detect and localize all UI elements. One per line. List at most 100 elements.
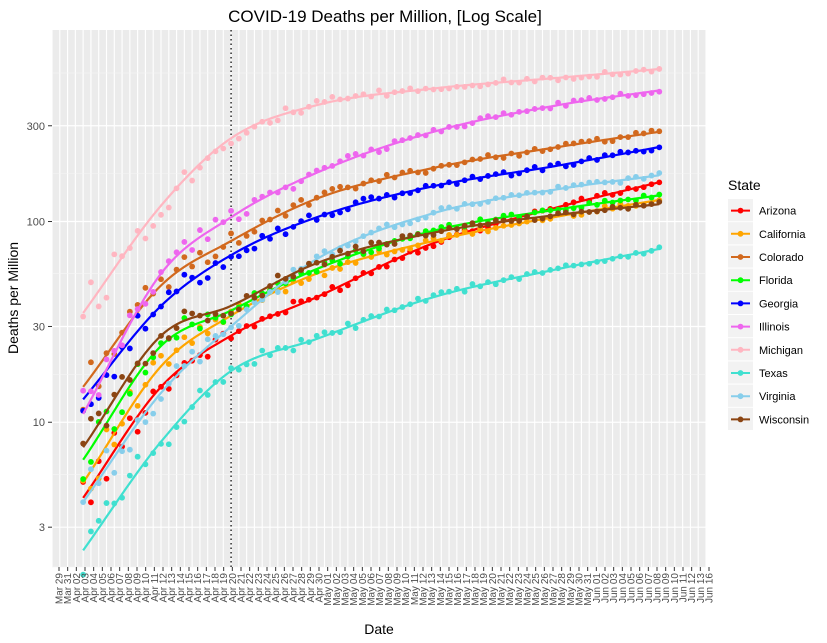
series-california-point [407, 245, 414, 252]
series-michigan-point [189, 177, 196, 184]
series-virginia-point [469, 201, 476, 208]
series-michigan-point [259, 118, 266, 125]
series-virginia-point [609, 178, 616, 185]
series-illinois-point [415, 132, 421, 138]
series-colorado-point [492, 154, 499, 161]
series-illinois-point [173, 249, 180, 256]
series-texas-point [150, 450, 157, 457]
series-illinois-point [95, 392, 102, 398]
series-wisconsin-point [524, 213, 530, 220]
series-michigan-point [313, 98, 320, 104]
series-california-point [453, 232, 460, 238]
series-virginia-point [251, 299, 258, 306]
series-georgia-point [282, 231, 289, 238]
x-tick-label: Apr 15 [185, 573, 196, 603]
series-wisconsin-point [282, 275, 289, 282]
series-wisconsin-point [220, 312, 227, 319]
series-michigan-point [220, 145, 227, 152]
x-tick-label: May 23 [514, 573, 525, 606]
series-colorado-point [453, 162, 460, 169]
series-colorado-point [438, 162, 445, 169]
series-texas-point [189, 404, 196, 410]
x-tick-label: Jun 07 [644, 573, 655, 603]
series-arizona-point [298, 298, 305, 305]
series-georgia-point [313, 217, 320, 223]
series-florida-point [313, 268, 320, 275]
series-texas-point [313, 332, 320, 339]
series-virginia-point [150, 410, 157, 417]
series-arizona-point [656, 179, 663, 186]
series-michigan-point [492, 79, 499, 86]
y-tick-label: 300 [27, 121, 45, 133]
series-florida-point [633, 197, 639, 204]
series-california-point [337, 266, 343, 272]
series-georgia-point [383, 192, 390, 198]
x-tick-label: Jun 06 [635, 573, 646, 603]
series-virginia-point [360, 233, 367, 240]
series-wisconsin-point [235, 306, 242, 313]
series-arizona-point [625, 185, 632, 192]
series-illinois-point [578, 97, 585, 104]
series-wisconsin-point [329, 253, 336, 260]
series-florida-point [88, 459, 94, 465]
series-michigan-point [321, 99, 328, 105]
series-colorado-point [165, 284, 172, 290]
series-florida-point [158, 340, 164, 346]
series-virginia-point [134, 417, 141, 424]
series-georgia-point [586, 155, 593, 161]
series-michigan-point [446, 85, 452, 92]
series-arizona-point [640, 184, 647, 191]
x-tick-label: Jun 12 [687, 573, 698, 603]
series-georgia-point [469, 173, 476, 180]
x-tick-label: May 11 [410, 573, 421, 605]
series-california-point [485, 228, 491, 235]
chart-title: COVID-19 Deaths per Million, [Log Scale] [228, 7, 542, 26]
x-tick-label: May 05 [358, 573, 369, 606]
series-illinois-point [633, 92, 639, 99]
series-arizona-point [282, 309, 289, 316]
series-texas-point [438, 289, 445, 296]
series-michigan-point [235, 135, 242, 142]
series-illinois-point [376, 149, 382, 155]
series-colorado-point [407, 167, 414, 174]
series-texas-point [640, 250, 647, 257]
x-tick-label: May 16 [453, 573, 464, 606]
series-wisconsin-point [212, 311, 219, 317]
series-arizona-point [633, 186, 639, 192]
series-wisconsin-point [594, 208, 600, 215]
series-colorado-point [461, 159, 468, 166]
series-arizona-point [321, 291, 328, 298]
series-arizona-point [415, 249, 421, 256]
legend-key-point [737, 230, 744, 237]
series-california-point [524, 218, 530, 225]
series-colorado-point [189, 263, 196, 270]
series-virginia-point [165, 380, 172, 387]
series-virginia-point [126, 446, 133, 453]
series-california-point [181, 334, 188, 341]
x-tick-label: May 25 [531, 573, 542, 606]
series-colorado-point [508, 150, 515, 157]
series-georgia-point [274, 225, 281, 232]
series-arizona-point [251, 323, 258, 330]
series-virginia-point [290, 266, 297, 273]
series-virginia-point [477, 201, 484, 207]
series-wisconsin-point [376, 239, 382, 246]
series-colorado-point [648, 127, 655, 134]
series-texas-point [461, 288, 468, 295]
series-colorado-point [547, 146, 554, 153]
series-michigan-point [119, 253, 125, 260]
x-tick-label: May 27 [549, 573, 560, 606]
x-tick-label: Jun 02 [601, 573, 612, 603]
series-florida-point [617, 197, 624, 204]
y-tick-label: 3 [39, 522, 45, 534]
series-illinois-point [228, 207, 234, 214]
series-colorado-point [313, 194, 320, 201]
series-michigan-point [415, 88, 421, 94]
series-virginia-point [313, 253, 320, 260]
series-virginia-point [212, 332, 219, 339]
series-texas-point [524, 271, 530, 277]
series-colorado-point [212, 253, 219, 260]
series-illinois-point [212, 216, 219, 223]
series-arizona-point [204, 353, 211, 360]
series-california-point [492, 225, 499, 231]
